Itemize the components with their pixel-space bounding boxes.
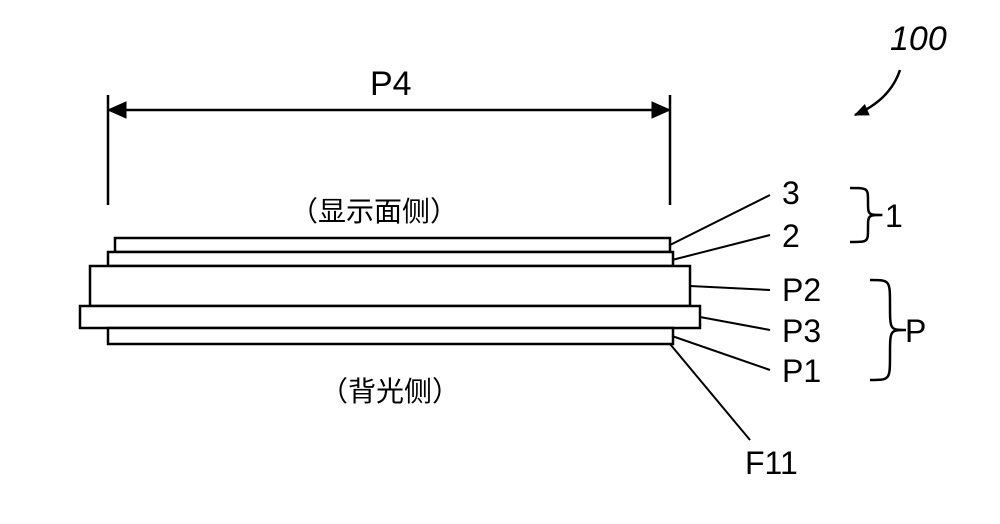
diagram-svg xyxy=(0,0,1000,524)
diagram-canvas: 100 P4 （显示面侧） （背光侧） 3 2 1 P2 P3 P1 P F11 xyxy=(0,0,1000,524)
